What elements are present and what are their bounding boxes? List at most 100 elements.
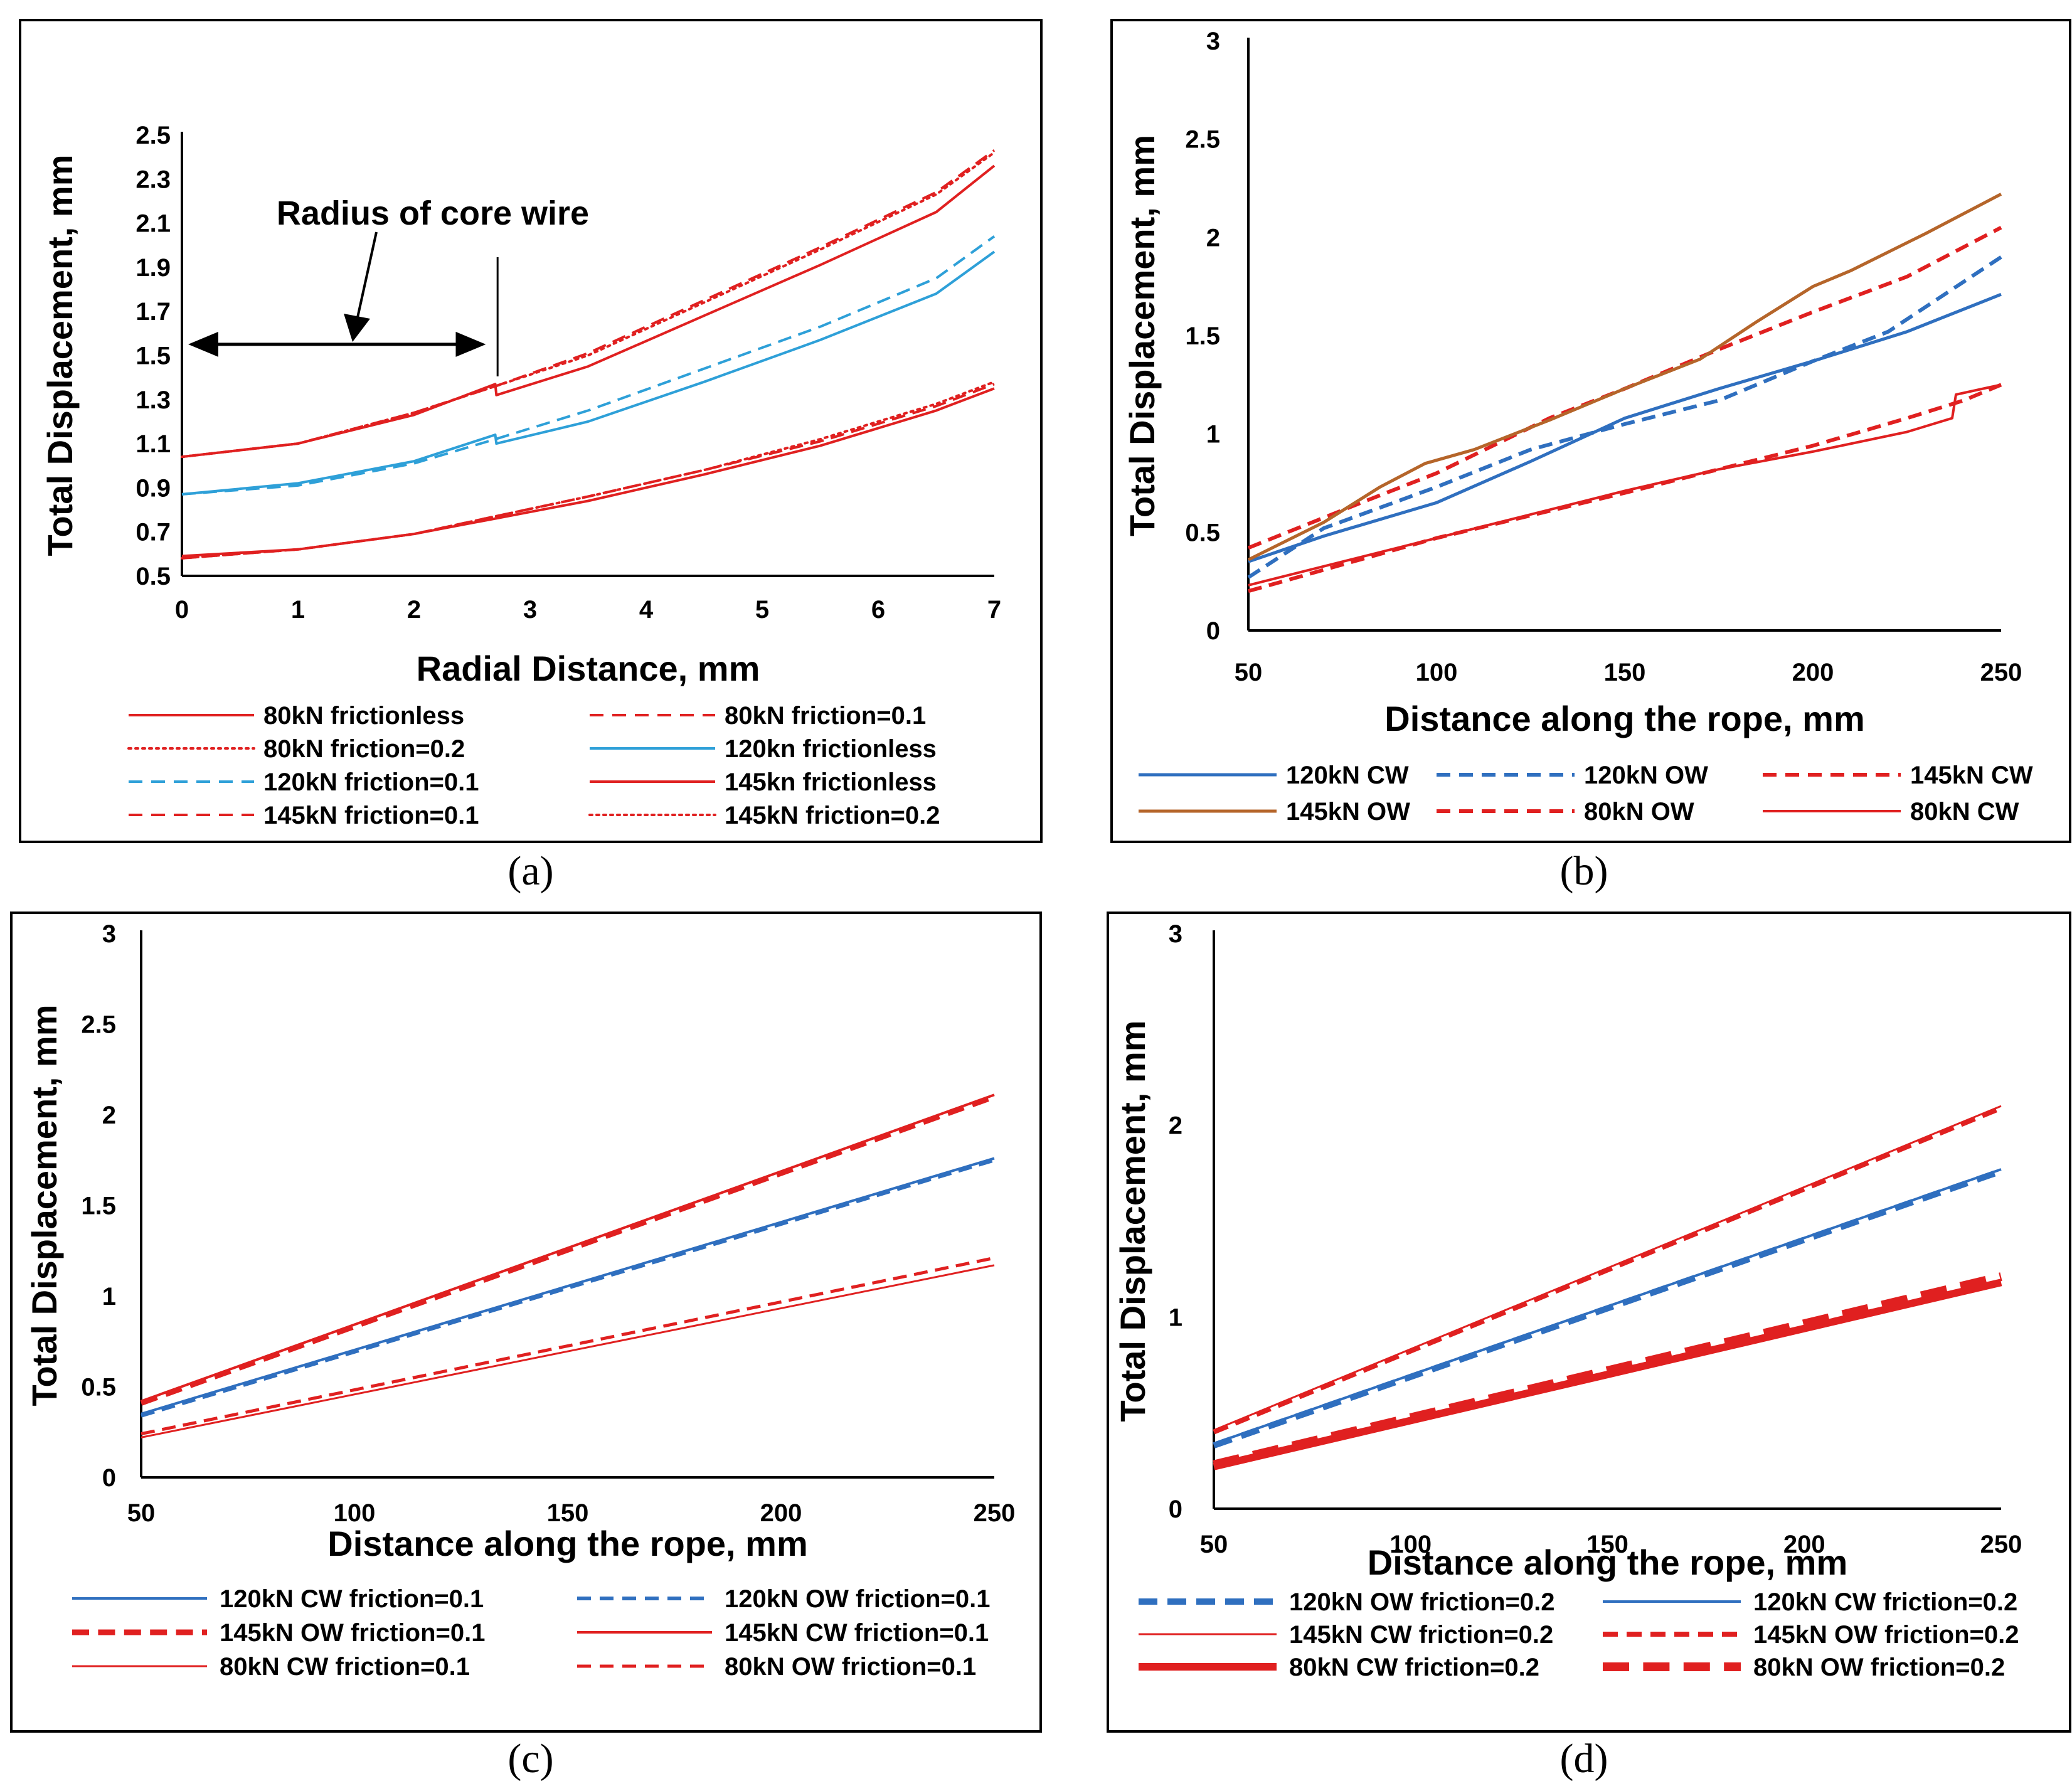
legend-label: 145kN friction=0.2 bbox=[725, 802, 940, 829]
annotation-arrowhead-left bbox=[188, 331, 218, 357]
y-tick-label: 0.7 bbox=[135, 519, 171, 546]
legend-label: 120kN OW friction=0.2 bbox=[1289, 1588, 1554, 1616]
y-tick-label: 3 bbox=[102, 920, 116, 948]
legend-label: 80kN OW friction=0.2 bbox=[1753, 1654, 2005, 1681]
series-line bbox=[141, 1264, 995, 1438]
y-tick-label: 1 bbox=[1206, 421, 1220, 449]
y-tick-label: 3 bbox=[1169, 920, 1182, 948]
annotation-pointer-line bbox=[355, 231, 378, 324]
legend-label: 145kn frictionless bbox=[725, 768, 937, 796]
legend-label: 145kN OW friction=0.2 bbox=[1753, 1621, 2019, 1649]
y-tick-label: 0.5 bbox=[81, 1374, 116, 1401]
x-tick-label: 7 bbox=[987, 596, 1001, 624]
x-tick-label: 250 bbox=[1980, 1531, 2022, 1558]
chart-panel-3: 50 100 150 200 250 0 1 2 3 Distance along the rop… bbox=[1113, 920, 2022, 1782]
legend-label: 145kN OW friction=0.1 bbox=[220, 1619, 485, 1647]
y-tick-label: 1.7 bbox=[135, 298, 171, 326]
x-tick-label: 200 bbox=[760, 1499, 802, 1527]
x-tick-label: 2 bbox=[407, 596, 421, 624]
y-tick-label: 2.5 bbox=[135, 122, 171, 149]
y-tick-label: 0.5 bbox=[135, 563, 171, 590]
y-tick-label: 2.5 bbox=[81, 1011, 116, 1039]
x-tick-label: 150 bbox=[547, 1499, 589, 1527]
series-line bbox=[1213, 1168, 2002, 1445]
x-tick-label: 100 bbox=[334, 1499, 376, 1527]
y-tick-label: 1.5 bbox=[81, 1193, 116, 1220]
y-tick-label: 0.5 bbox=[1185, 519, 1220, 546]
x-tick-label: 50 bbox=[127, 1499, 156, 1527]
y-tick-label: 1 bbox=[102, 1283, 116, 1310]
series-line bbox=[140, 1093, 996, 1406]
legend-label: 120kN OW friction=0.1 bbox=[725, 1585, 990, 1613]
series-line bbox=[141, 1157, 995, 1415]
x-tick-label: 5 bbox=[755, 596, 769, 624]
y-axis-title: Total Displacement, mm bbox=[24, 1004, 64, 1406]
y-tick-label: 2 bbox=[1169, 1112, 1182, 1140]
series-line bbox=[181, 250, 996, 496]
legend-label: 80kN friction=0.1 bbox=[725, 702, 926, 730]
legend-label: 120kN CW friction=0.2 bbox=[1753, 1588, 2017, 1616]
x-tick-label: 100 bbox=[1389, 1531, 1432, 1558]
legend-label: 80kN CW bbox=[1910, 798, 2019, 826]
x-tick-label: 50 bbox=[1235, 659, 1263, 686]
y-tick-label: 0 bbox=[1169, 1496, 1182, 1523]
legend-label: 145kN friction=0.1 bbox=[263, 802, 479, 829]
x-tick-label: 250 bbox=[974, 1499, 1016, 1527]
x-tick-label: 0 bbox=[175, 596, 189, 624]
x-tick-label: 100 bbox=[1416, 659, 1458, 686]
legend-label: 120kN OW bbox=[1584, 762, 1708, 789]
charts-layer: 0 1 2 3 4 5 6 7 0.5 0.7 0.9 1.1 1.3 1.5 1.7 1.9 2.1 2.3 2.… bbox=[24, 28, 2033, 1782]
legend-label: 145kN CW friction=0.2 bbox=[1289, 1621, 1553, 1649]
x-tick-label: 3 bbox=[523, 596, 537, 624]
y-tick-label: 0.9 bbox=[135, 474, 171, 502]
x-axis-title: Distance along the rope, mm bbox=[327, 1524, 808, 1563]
legend-label: 120kN CW bbox=[1286, 762, 1409, 789]
x-tick-label: 4 bbox=[639, 596, 654, 624]
annotation-pointer-head bbox=[344, 314, 370, 342]
x-tick-label: 150 bbox=[1586, 1531, 1628, 1558]
legend-label: 80kN OW bbox=[1584, 798, 1694, 826]
legend-label: 145kN CW bbox=[1910, 762, 2033, 789]
legend-label: 80kN CW friction=0.1 bbox=[220, 1653, 470, 1681]
annotation-arrowhead-right bbox=[455, 331, 486, 357]
chart-panel-0: 0 1 2 3 4 5 6 7 0.5 0.7 0.9 1.1 1.3 1.5 1.7 1.9 2.1 2.3 2.… bbox=[40, 122, 1001, 894]
series-line bbox=[1213, 1168, 2002, 1448]
chart-panel-2: 50 100 150 200 250 0 0.5 1 1.5 2 2.5 3 Distance alon… bbox=[24, 920, 1015, 1782]
panel-b-frame bbox=[1110, 19, 2071, 843]
legend-label: 145kN CW friction=0.1 bbox=[725, 1619, 989, 1647]
series-line bbox=[1247, 193, 2002, 561]
panel-label: (a) bbox=[507, 848, 553, 894]
y-tick-label: 3 bbox=[1206, 28, 1220, 55]
y-tick-label: 1 bbox=[1169, 1304, 1182, 1331]
chart-panel-1: 50 100 150 200 250 0 0.5 1 1.5 2 2.5 3 Distance alon… bbox=[1122, 28, 2033, 894]
x-axis-title: Distance along the rope, mm bbox=[1368, 1543, 1848, 1582]
legend-label: 120kN CW friction=0.1 bbox=[220, 1585, 484, 1613]
x-tick-label: 250 bbox=[1980, 659, 2022, 686]
y-tick-label: 2 bbox=[1206, 224, 1220, 252]
series-line bbox=[181, 151, 996, 459]
x-tick-label: 200 bbox=[1792, 659, 1834, 686]
y-tick-label: 2 bbox=[102, 1102, 116, 1129]
x-tick-label: 6 bbox=[871, 596, 885, 624]
panel-label: (c) bbox=[507, 1736, 553, 1782]
panel-a-frame bbox=[19, 19, 1043, 843]
annotation-label: Radius of core wire bbox=[277, 194, 589, 232]
series-line bbox=[1213, 1272, 2002, 1469]
x-axis-title: Radial Distance, mm bbox=[417, 649, 760, 688]
series-line bbox=[1247, 255, 2002, 579]
legend-label: 80kN frictionless bbox=[263, 702, 464, 730]
y-tick-label: 1.5 bbox=[1185, 322, 1220, 350]
series-line bbox=[181, 149, 996, 459]
legend-label: 120kn frictionless bbox=[725, 735, 937, 763]
y-tick-label: 0 bbox=[1206, 617, 1220, 645]
series-line bbox=[141, 1093, 995, 1403]
y-tick-label: 1.1 bbox=[135, 430, 171, 458]
x-tick-label: 1 bbox=[291, 596, 305, 624]
y-axis-title: Total Displacement, mm bbox=[1122, 135, 1162, 536]
y-tick-label: 0 bbox=[102, 1464, 116, 1492]
legend-label: 145kN OW bbox=[1286, 798, 1410, 826]
legend-label: 80kN friction=0.2 bbox=[263, 735, 465, 763]
y-axis-title: Total Displacement, mm bbox=[40, 154, 80, 556]
